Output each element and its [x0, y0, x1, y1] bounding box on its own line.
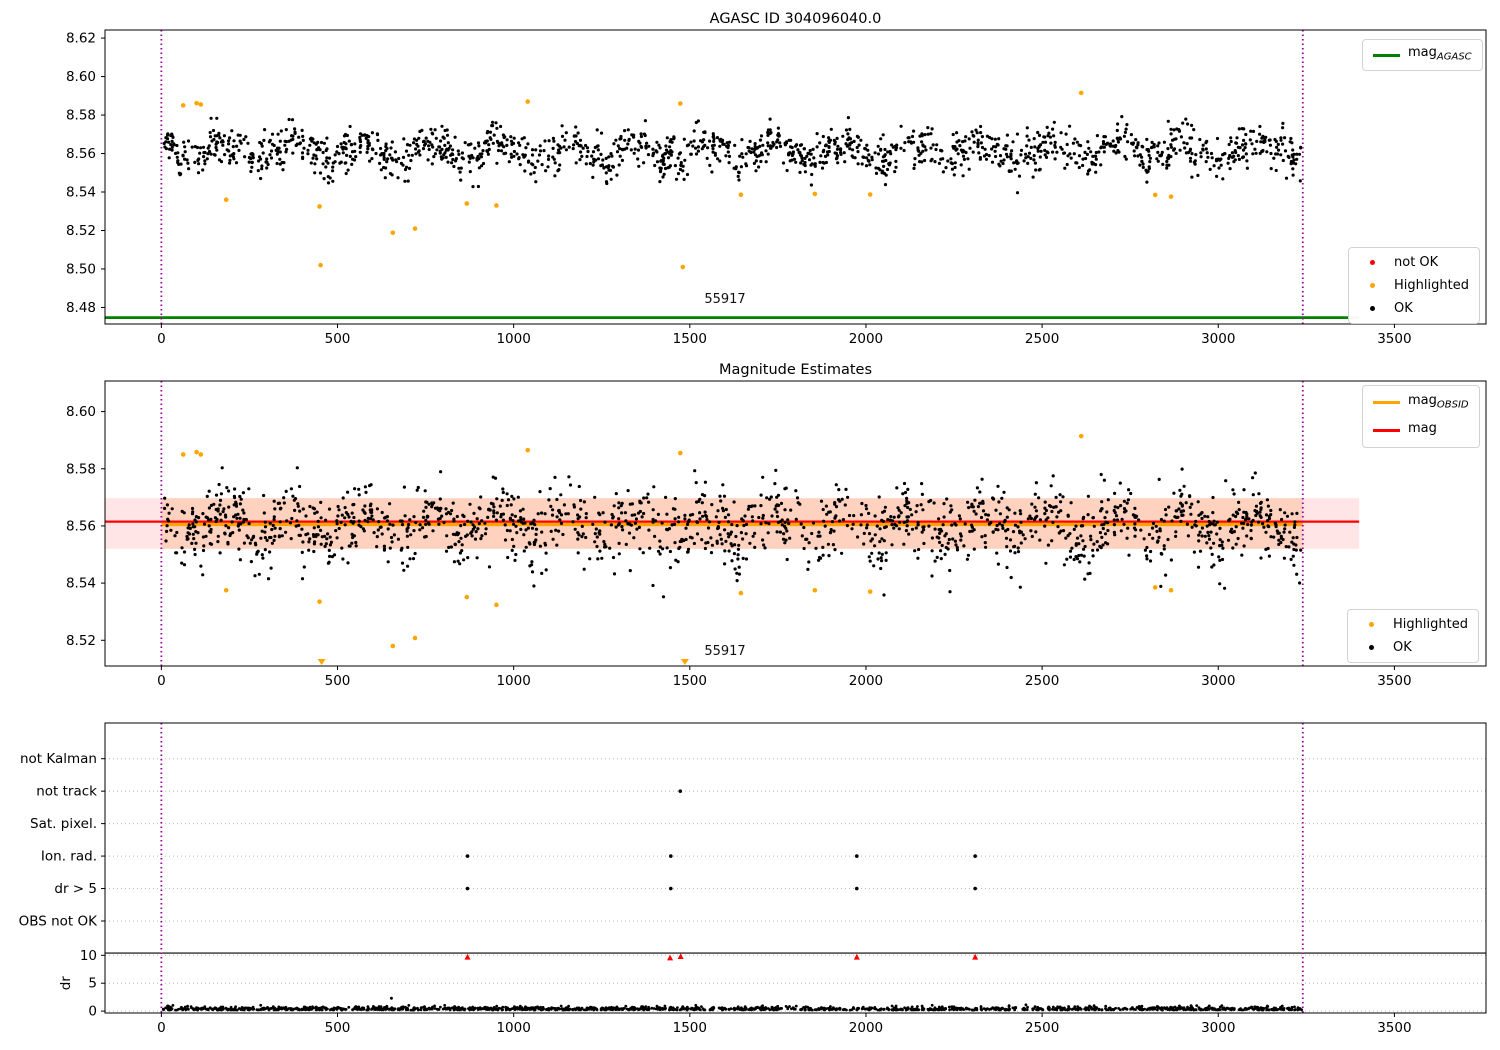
- svg-text:3000: 3000: [1201, 1020, 1235, 1036]
- legend-item-mag-agasc: magAGASC: [1373, 43, 1472, 67]
- svg-text:8.56: 8.56: [66, 518, 96, 534]
- svg-text:8.54: 8.54: [66, 576, 96, 592]
- svg-text:8.48: 8.48: [66, 300, 96, 316]
- highlighted-dot-swatch: [1369, 622, 1374, 627]
- svg-text:10: 10: [80, 948, 97, 964]
- svg-text:0: 0: [157, 1020, 166, 1036]
- legend-status-middle: Highlighted OK: [1347, 609, 1479, 663]
- panel-2-border: [104, 722, 1487, 1014]
- panel-0-x-axis: 0 500 1000 1500 2000 2500 3000 3500: [157, 324, 1412, 347]
- svg-text:dr > 5: dr > 5: [54, 881, 97, 897]
- dr-not-ok-points: [464, 953, 979, 961]
- magnitude-estimates-panel-ok-points: [163, 466, 1303, 599]
- svg-text:1500: 1500: [673, 673, 707, 689]
- panel-1-y-axis: 8.52 8.54 8.56 8.58 8.60: [66, 404, 105, 649]
- obsid-annotation-top: 55917: [704, 292, 746, 307]
- legend-item-highlighted-2: Highlighted: [1358, 615, 1468, 634]
- svg-text:8.56: 8.56: [66, 146, 96, 162]
- ok-dot-swatch: [1370, 306, 1375, 311]
- svg-text:2000: 2000: [849, 673, 883, 689]
- svg-text:0: 0: [157, 673, 166, 689]
- mag-agasc-panel-highlighted-points: [180, 90, 1174, 270]
- legend-item-mag-obsid: magOBSID: [1373, 391, 1469, 415]
- svg-text:8.58: 8.58: [66, 461, 96, 477]
- legend-mag-lines: magOBSID mag: [1362, 385, 1480, 449]
- svg-text:Sat. pixel.: Sat. pixel.: [30, 816, 97, 832]
- top-panel-title: AGASC ID 304096040.0: [709, 11, 882, 27]
- legend-label-ok: OK: [1394, 301, 1413, 316]
- svg-text:1000: 1000: [496, 1020, 530, 1036]
- svg-text:3500: 3500: [1377, 1020, 1411, 1036]
- legend-label-highlighted-2: Highlighted: [1393, 617, 1468, 632]
- not-ok-dot-swatch: [1370, 260, 1375, 265]
- svg-text:8.62: 8.62: [66, 31, 96, 47]
- mag-agasc-panel-ok-points: [162, 115, 1303, 196]
- legend-mag-agasc: magAGASC: [1362, 39, 1483, 71]
- dr-ok-points: [161, 996, 1304, 1012]
- svg-text:8.54: 8.54: [66, 185, 96, 201]
- svg-text:8.52: 8.52: [66, 633, 96, 649]
- svg-text:OBS not OK: OBS not OK: [19, 914, 99, 930]
- panel-1-border: [104, 380, 1487, 667]
- middle-panel-title: Magnitude Estimates: [718, 362, 873, 378]
- svg-text:8.58: 8.58: [66, 108, 96, 124]
- svg-text:dr: dr: [58, 976, 74, 991]
- panel-1-x-axis: 0 500 1000 1500 2000 2500 3000 3500: [157, 666, 1412, 689]
- svg-text:8.60: 8.60: [66, 404, 96, 420]
- svg-text:2500: 2500: [1025, 673, 1059, 689]
- mag-line-swatch: [1373, 428, 1400, 432]
- ok-dot-swatch: [1369, 645, 1374, 650]
- svg-text:1000: 1000: [496, 673, 530, 689]
- legend-item-not-ok: not OK: [1359, 253, 1469, 272]
- mag-obsid-line-swatch: [1373, 401, 1400, 405]
- panel-2-x-axis: 0 500 1000 1500 2000 2500 3000 3500: [157, 1013, 1412, 1036]
- legend-status-top: not OK Highlighted OK: [1348, 247, 1480, 324]
- highlighted-dot-swatch: [1370, 283, 1375, 288]
- svg-text:2500: 2500: [1025, 331, 1059, 347]
- legend-label-mag-agasc: magAGASC: [1408, 45, 1472, 63]
- svg-text:0: 0: [88, 1004, 97, 1020]
- legend-item-ok: OK: [1359, 299, 1469, 318]
- svg-text:500: 500: [325, 673, 351, 689]
- svg-text:500: 500: [325, 331, 351, 347]
- svg-text:2500: 2500: [1025, 1020, 1059, 1036]
- svg-text:3000: 3000: [1201, 331, 1235, 347]
- svg-text:Ion. rad.: Ion. rad.: [41, 849, 97, 865]
- legend-item-ok-2: OK: [1358, 638, 1468, 657]
- svg-text:5: 5: [88, 976, 97, 992]
- svg-text:2000: 2000: [849, 331, 883, 347]
- svg-text:8.50: 8.50: [66, 261, 96, 277]
- flags-axis-labels: not Kalman not track Sat. pixel. Ion. rad. d…: [19, 751, 105, 1020]
- magnitude-estimates-panel-highlighted-points: [180, 433, 1174, 665]
- svg-text:3000: 3000: [1201, 673, 1235, 689]
- svg-text:2000: 2000: [849, 1020, 883, 1036]
- panel-0-border: [104, 29, 1487, 325]
- legend-item-mag: mag: [1373, 419, 1469, 443]
- svg-text:1000: 1000: [496, 331, 530, 347]
- svg-text:1500: 1500: [673, 331, 707, 347]
- legend-label-mag-obsid: magOBSID: [1408, 393, 1469, 411]
- legend-label-ok-2: OK: [1393, 640, 1412, 655]
- legend-label-highlighted: Highlighted: [1394, 278, 1469, 293]
- flag-points: [465, 789, 977, 891]
- svg-text:500: 500: [325, 1020, 351, 1036]
- svg-text:not Kalman: not Kalman: [20, 751, 97, 767]
- obsid-span-vlines: [160, 30, 1304, 1013]
- svg-text:8.60: 8.60: [66, 69, 96, 85]
- flags-gridlines: [105, 758, 1486, 1012]
- svg-text:1500: 1500: [673, 1020, 707, 1036]
- svg-text:3500: 3500: [1377, 673, 1411, 689]
- svg-text:0: 0: [157, 331, 166, 347]
- obsid-annotation-middle: 55917: [704, 644, 746, 659]
- svg-text:8.52: 8.52: [66, 223, 96, 239]
- legend-label-not-ok: not OK: [1394, 255, 1439, 270]
- mag-agasc-line-swatch: [1373, 53, 1400, 57]
- panel-0-y-axis: 8.48 8.50 8.52 8.54 8.56 8.58 8.60 8.62: [66, 31, 105, 316]
- legend-label-mag: mag: [1408, 420, 1437, 436]
- legend-item-highlighted: Highlighted: [1359, 276, 1469, 295]
- svg-text:not track: not track: [36, 784, 97, 800]
- svg-text:3500: 3500: [1377, 331, 1411, 347]
